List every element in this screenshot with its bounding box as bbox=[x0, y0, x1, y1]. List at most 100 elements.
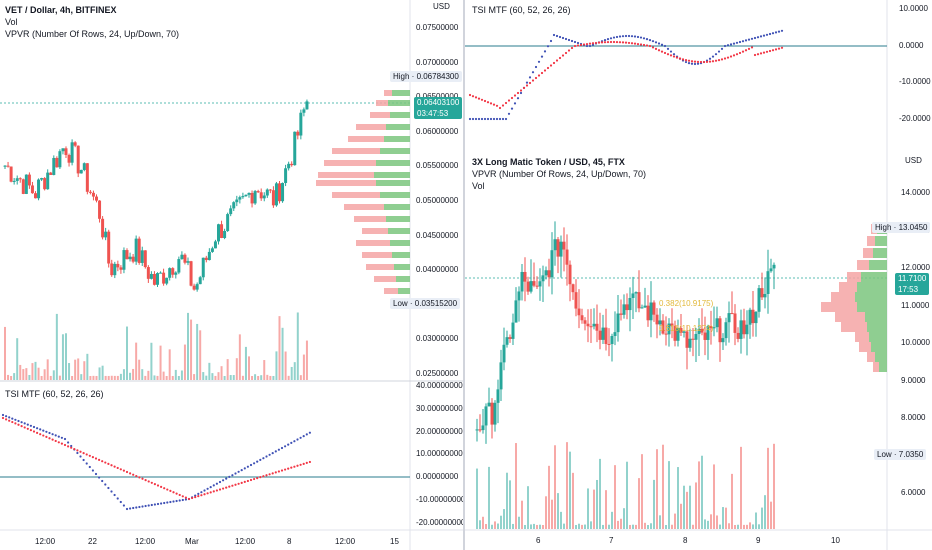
rb-vol-88 bbox=[740, 446, 742, 529]
left-chart-pane[interactable]: VET / Dollar, 4h, BITFINEX Vol VPVR (Num… bbox=[0, 0, 463, 550]
left-vol-18 bbox=[58, 375, 61, 380]
left-tsi-red-dot-73 bbox=[228, 485, 231, 488]
rb-candle-18 bbox=[529, 281, 533, 292]
left-tsi-blue-dot-79 bbox=[246, 465, 249, 468]
rt-tsi-red-dot-0 bbox=[468, 93, 472, 97]
rt-tick-2: -10.0000 bbox=[899, 77, 931, 86]
rt-tsi-blue-dot-81 bbox=[711, 55, 715, 58]
rb-candle-47 bbox=[616, 313, 620, 333]
left-tsi-red-dot-18 bbox=[57, 441, 60, 444]
left-tsi-label[interactable]: TSI MTF (60, 52, 26, 26) bbox=[5, 389, 104, 399]
rb-vp-down-9 bbox=[841, 322, 867, 332]
rb-vol-98 bbox=[770, 501, 772, 529]
left-candle-2 bbox=[9, 166, 13, 182]
left-candle-98 bbox=[302, 109, 306, 113]
left-tsi-blue-dot-75 bbox=[234, 472, 237, 475]
left-chart-canvas[interactable] bbox=[0, 0, 463, 550]
rt-tsi-red-dot-47 bbox=[609, 40, 613, 44]
left-vol-84 bbox=[260, 375, 263, 380]
right-top-tsi-pane[interactable]: TSI MTF (60, 52, 26, 26) 10.0000 0.0000 -1… bbox=[465, 0, 932, 152]
right-top-tsi-label[interactable]: TSI MTF (60, 52, 26, 26) bbox=[472, 5, 571, 15]
left-candle-75 bbox=[232, 202, 236, 209]
left-candle-59 bbox=[183, 254, 187, 263]
left-tsi-blue-dot-82 bbox=[256, 460, 259, 463]
left-candle-47 bbox=[146, 267, 150, 279]
left-vol-98 bbox=[302, 354, 305, 380]
rt-tsi-blue-dot-4 bbox=[480, 117, 484, 121]
left-tsi-blue-dot-36 bbox=[113, 493, 116, 497]
left-vol-7 bbox=[25, 368, 28, 380]
rt-tsi-blue-dot-103 bbox=[777, 30, 781, 33]
left-tsi-blue-dot-86 bbox=[268, 453, 271, 456]
left-vol-3 bbox=[13, 373, 16, 380]
rb-candle-12 bbox=[511, 322, 515, 339]
rt-tsi-red-dot-6 bbox=[486, 101, 490, 104]
rb-vol-32 bbox=[572, 472, 574, 529]
left-tsi-red-dot-42 bbox=[132, 473, 135, 476]
right-vpvr-label[interactable]: VPVR (Number Of Rows, 24, Up/Down, 70) bbox=[472, 169, 647, 179]
rb-candle-35 bbox=[580, 315, 584, 321]
left-time-tick-5: 8 bbox=[287, 537, 292, 546]
left-vp-down-7 bbox=[318, 172, 374, 178]
left-tsi-blue-dot-19 bbox=[60, 436, 64, 439]
left-price-tick-3: 0.06000000 bbox=[416, 126, 459, 136]
pane-divider[interactable] bbox=[463, 0, 465, 550]
left-tsi-red-dot-36 bbox=[113, 465, 116, 468]
rb-candle-81 bbox=[718, 318, 722, 343]
rb-time-tick-4: 10 bbox=[831, 536, 840, 545]
left-vol-70 bbox=[217, 372, 220, 380]
left-tsi-blue-dot-13 bbox=[42, 429, 45, 432]
rb-vp-up-8 bbox=[865, 312, 887, 322]
left-vp-down-9 bbox=[332, 192, 380, 198]
right-symbol-title[interactable]: 3X Long Matic Token / USD, 45, FTX bbox=[472, 157, 625, 167]
rb-candle-21 bbox=[538, 281, 542, 287]
rb-vol-21 bbox=[539, 524, 541, 529]
rb-vol-3 bbox=[485, 524, 487, 529]
left-time-tick-0: 12:00 bbox=[35, 537, 56, 546]
left-vol-75 bbox=[232, 375, 235, 380]
left-low-tag: Low · 0.03515200 bbox=[390, 298, 461, 309]
left-candle-84 bbox=[259, 192, 263, 199]
left-tsi-red-dot-37 bbox=[116, 466, 119, 470]
left-tsi-red-dot-94 bbox=[293, 465, 296, 468]
rb-candle-90 bbox=[745, 324, 749, 335]
right-chart-pane[interactable]: 3X Long Matic Token / USD, 45, FTX VPVR … bbox=[465, 152, 932, 550]
rt-tsi-red-dot-34 bbox=[570, 46, 574, 50]
left-vol-label[interactable]: Vol bbox=[5, 17, 18, 27]
rt-tsi-red-dot-39 bbox=[585, 42, 589, 46]
left-tsi-blue-dot-84 bbox=[262, 457, 265, 460]
left-symbol-title[interactable]: VET / Dollar, 4h, BITFINEX bbox=[5, 5, 117, 15]
left-vol-9 bbox=[31, 363, 34, 380]
left-candle-67 bbox=[207, 251, 211, 261]
rt-tsi-blue-dot-23 bbox=[537, 60, 541, 63]
left-tsi-blue-dot-63 bbox=[197, 492, 200, 495]
left-tsi-red-dot-84 bbox=[262, 475, 265, 478]
rb-candle-42 bbox=[601, 327, 605, 340]
left-vol-30 bbox=[95, 375, 98, 380]
rb-vol-44 bbox=[608, 524, 610, 529]
right-vol-label[interactable]: Vol bbox=[472, 181, 485, 191]
right-chart-canvas[interactable] bbox=[465, 152, 932, 550]
rt-tsi-red-dot-87 bbox=[729, 55, 733, 58]
left-tsi-blue-dot-45 bbox=[141, 505, 144, 508]
rb-price-tick-6: 8.0000 bbox=[901, 413, 926, 422]
rb-price-tick-8: 6.0000 bbox=[901, 488, 926, 497]
rt-tsi-red-dot-97 bbox=[759, 52, 763, 55]
rb-vp-down-1 bbox=[867, 236, 875, 246]
left-vol-83 bbox=[257, 375, 260, 380]
left-candle-94 bbox=[290, 163, 294, 166]
rb-vol-27 bbox=[557, 493, 559, 529]
rt-tsi-red-dot-63 bbox=[657, 49, 661, 52]
rb-candle-41 bbox=[598, 330, 602, 340]
right-top-tsi-canvas[interactable] bbox=[465, 0, 932, 152]
left-last-price: 0.06403100 bbox=[417, 98, 460, 107]
left-candle-60 bbox=[186, 261, 190, 263]
left-candle-13 bbox=[43, 178, 47, 190]
left-tsi-red-dot-89 bbox=[277, 470, 280, 473]
left-vol-16 bbox=[52, 370, 55, 380]
rt-tsi-red-dot-84 bbox=[720, 58, 724, 61]
left-price-tick-9: 0.03000000 bbox=[416, 334, 459, 344]
left-vol-60 bbox=[187, 312, 189, 380]
left-tsi-red-dot-56 bbox=[175, 492, 178, 495]
left-vpvr-label[interactable]: VPVR (Number Of Rows, 24, Up/Down, 70) bbox=[5, 29, 180, 39]
